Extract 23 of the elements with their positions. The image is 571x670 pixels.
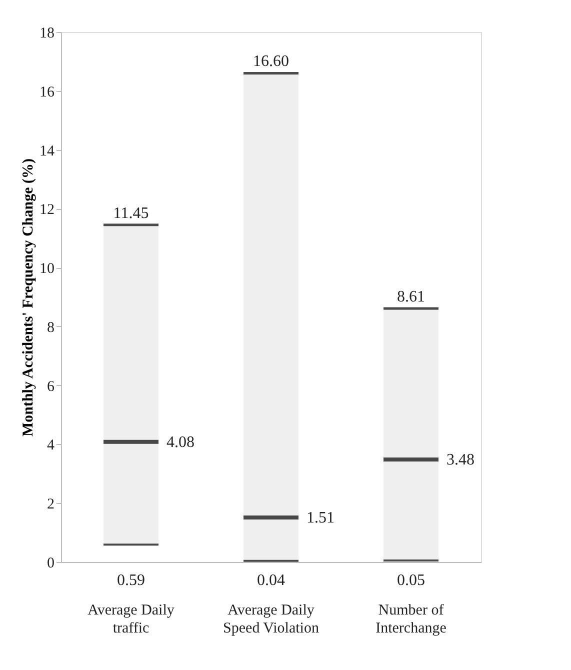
y-axis-title: Monthly Accidents' Frequency Change (%)	[20, 158, 36, 437]
annotation: 0.05	[397, 572, 425, 589]
y-tick-label: 14	[40, 143, 55, 160]
annotation: 0.04	[257, 572, 285, 589]
y-tick-label: 0	[47, 556, 54, 572]
y-tick-label: 12	[40, 202, 54, 218]
y-tick-label: 4	[47, 438, 55, 454]
y-tick-label: 8	[47, 320, 54, 336]
annotation: 4.08	[166, 434, 194, 451]
y-tick-label: 2	[47, 496, 54, 513]
y-tick-label: 6	[47, 378, 55, 395]
x-tick-label: Average Daily traffic	[88, 602, 175, 636]
annotation: 16.60	[253, 53, 289, 70]
annotation: 0.59	[117, 572, 145, 589]
annotation: 3.48	[446, 452, 474, 469]
x-tick-label: Number of Interchange	[376, 602, 447, 636]
annotation: 11.45	[113, 204, 149, 222]
annotation: 1.51	[306, 510, 334, 527]
annotation: 8.61	[397, 288, 425, 306]
y-tick-label: 16	[40, 84, 55, 100]
y-tick-label: 18	[40, 26, 54, 42]
y-tick-label: 10	[40, 261, 54, 278]
x-tick-label: Average Daily Speed Violation	[223, 602, 320, 636]
